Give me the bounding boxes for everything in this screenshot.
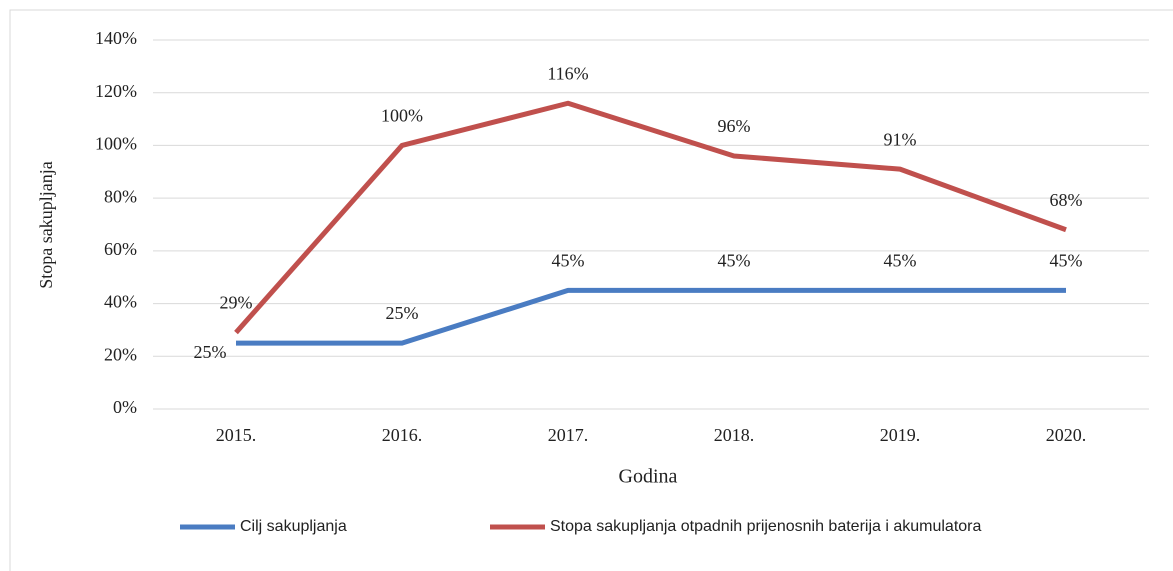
y-tick-label: 40% — [104, 292, 137, 312]
x-tick-label: 2016. — [382, 425, 423, 445]
x-tick-label: 2020. — [1046, 425, 1087, 445]
data-label: 68% — [1050, 190, 1083, 210]
data-label: 100% — [381, 106, 423, 126]
legend-label: Stopa sakupljanja otpadnih prijenosnih b… — [550, 518, 981, 535]
x-axis-title: Godina — [619, 466, 678, 488]
data-label: 45% — [884, 251, 917, 271]
y-tick-label: 20% — [104, 344, 137, 364]
data-label: 45% — [1050, 251, 1083, 271]
chart-frame — [9, 9, 1173, 571]
y-tick-label: 0% — [113, 397, 137, 417]
data-label: 116% — [547, 63, 588, 83]
y-tick-label: 140% — [95, 28, 137, 48]
data-label: 25% — [386, 303, 419, 323]
legend-label: Cilj sakupljanja — [240, 518, 347, 535]
x-tick-label: 2015. — [216, 425, 257, 445]
y-tick-label: 120% — [95, 81, 137, 101]
x-tick-label: 2017. — [548, 425, 589, 445]
data-label: 25% — [194, 342, 227, 362]
y-tick-label: 100% — [95, 134, 137, 154]
data-label: 45% — [552, 251, 585, 271]
y-axis-title: Stopa sakupljanja — [36, 161, 56, 288]
x-tick-label: 2019. — [880, 425, 921, 445]
data-label: 96% — [718, 116, 751, 136]
data-label: 91% — [884, 129, 917, 149]
y-tick-label: 60% — [104, 239, 137, 259]
series-line — [234, 100, 1067, 335]
y-tick-label: 80% — [104, 186, 137, 206]
x-tick-label: 2018. — [714, 425, 755, 445]
data-label: 29% — [220, 293, 253, 313]
data-label: 45% — [718, 251, 751, 271]
series-line — [236, 287, 1066, 346]
